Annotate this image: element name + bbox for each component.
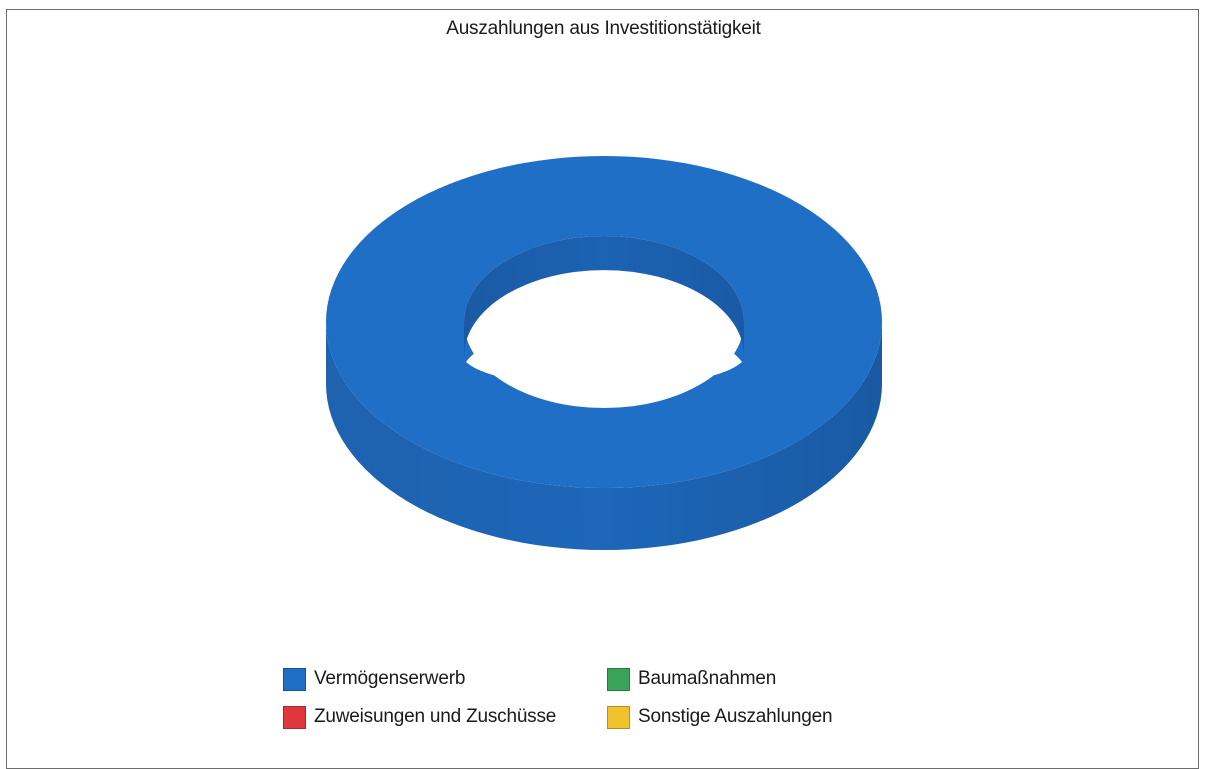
legend-swatch — [607, 706, 630, 729]
legend-swatch — [283, 706, 306, 729]
legend-item: Vermögenserwerb — [283, 666, 465, 692]
legend-item: Sonstige Auszahlungen — [607, 704, 832, 730]
donut-hole — [466, 323, 742, 388]
legend-item: Zuweisungen und Zuschüsse — [283, 704, 556, 730]
legend-label: Vermögenserwerb — [314, 668, 465, 690]
legend-label: Sonstige Auszahlungen — [638, 706, 832, 728]
slice-top-0 — [326, 156, 882, 488]
legend-label: Baumaßnahmen — [638, 668, 776, 690]
legend-swatch — [283, 668, 306, 691]
legend-swatch — [607, 668, 630, 691]
legend-item: Baumaßnahmen — [607, 666, 776, 692]
chart-legend: Vermögenserwerb Baumaßnahmen Zuweisungen u… — [283, 666, 923, 746]
legend-label: Zuweisungen und Zuschüsse — [314, 706, 556, 728]
